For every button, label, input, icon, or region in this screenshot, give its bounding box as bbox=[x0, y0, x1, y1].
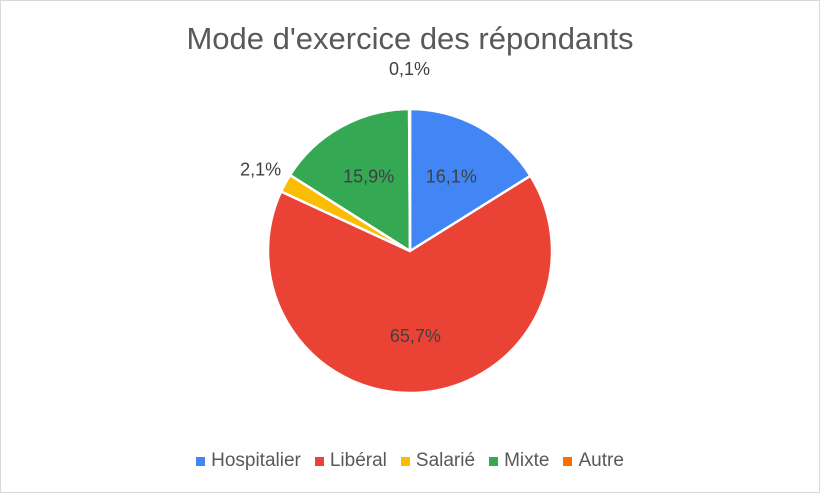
legend-swatch bbox=[196, 456, 206, 466]
legend-label: Autre bbox=[578, 450, 624, 471]
data-label-salarié: 2,1% bbox=[240, 160, 281, 180]
pie-slice-libéral bbox=[266, 174, 554, 395]
legend-swatch bbox=[314, 456, 324, 466]
legend-item-hospitalier: Hospitalier bbox=[196, 450, 301, 472]
legend-label: Hospitalier bbox=[211, 450, 301, 471]
legend-swatch bbox=[489, 456, 499, 466]
chart-legend: Hospitalier Libéral Salarié Mixte Autre bbox=[1, 450, 819, 472]
legend-label: Libéral bbox=[329, 450, 387, 471]
chart-title: Mode d'exercice des répondants bbox=[186, 21, 634, 56]
data-label-libéral: 65,7% bbox=[390, 326, 441, 346]
legend-swatch bbox=[563, 456, 573, 466]
legend-item-mixte: Mixte bbox=[489, 450, 549, 472]
pie-slice-hospitalier bbox=[408, 107, 532, 253]
data-label-autre: 0,1% bbox=[389, 59, 430, 79]
legend-label: Salarié bbox=[415, 450, 476, 471]
pie-slice-autre bbox=[407, 107, 412, 253]
legend-item-autre: Autre bbox=[563, 450, 624, 472]
legend-item-salarié: Salarié bbox=[400, 450, 476, 472]
legend-swatch bbox=[400, 456, 410, 466]
legend-item-libéral: Libéral bbox=[314, 450, 387, 472]
legend-label: Mixte bbox=[504, 450, 550, 471]
data-label-hospitalier: 16,1% bbox=[426, 166, 477, 186]
data-label-mixte: 15,9% bbox=[343, 166, 394, 186]
pie-slice-mixte bbox=[288, 107, 412, 253]
pie-chart: 16,1% 65,7% 2,1% 15,9% 0,1% bbox=[240, 59, 554, 395]
